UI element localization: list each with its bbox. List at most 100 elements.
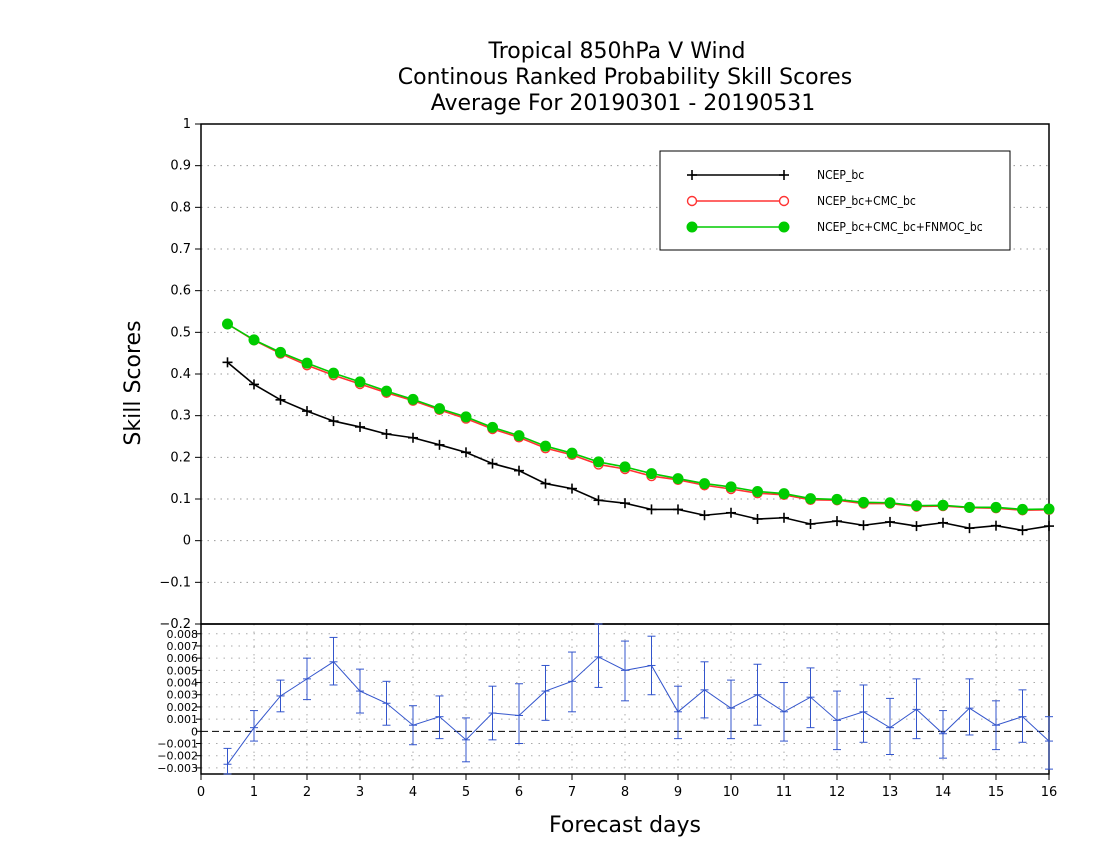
- title-line-3: Average For 20190301 - 20190531: [431, 91, 816, 116]
- series-line: [227, 323, 1050, 512]
- error-bar: [912, 678, 921, 740]
- y-tick-label: 0.001: [167, 713, 199, 726]
- y-tick-label: 0.6: [170, 284, 191, 299]
- data-point: [407, 393, 419, 405]
- y-tick-label: −0.002: [157, 750, 198, 763]
- y-tick-label: −0.003: [157, 762, 198, 775]
- data-point: [434, 439, 445, 450]
- error-bar: [541, 664, 550, 721]
- series-line: [227, 656, 1050, 765]
- data-point: [1044, 521, 1054, 532]
- data-point: [832, 516, 842, 527]
- data-point: [408, 432, 418, 443]
- series-NCEP_bc+CMC_bc: [222, 318, 1055, 516]
- x-tick-label: 13: [882, 785, 899, 800]
- data-point: [752, 514, 763, 524]
- y-tick-label: 0.004: [167, 677, 199, 690]
- error-bar: [250, 710, 258, 742]
- x-tick-label: 6: [515, 785, 523, 800]
- data-point: [487, 458, 498, 469]
- bottom-series: [223, 623, 1053, 775]
- data-point: [1017, 503, 1028, 515]
- data-point: [725, 481, 737, 493]
- y-tick-label: 0.003: [167, 689, 199, 702]
- legend-item-NCEP_bc: NCEP_bc: [687, 168, 864, 182]
- data-point: [301, 357, 313, 369]
- data-point: [991, 520, 1001, 531]
- data-point: [540, 440, 551, 452]
- error-bar: [409, 705, 417, 746]
- data-point: [937, 499, 949, 511]
- error-bar: [382, 680, 391, 726]
- data-point: [646, 504, 657, 515]
- title-line-2: Continous Ranked Probability Skill Score…: [398, 65, 852, 90]
- x-tick-label: 16: [1041, 785, 1058, 800]
- data-point: [779, 512, 789, 523]
- data-point: [620, 498, 630, 509]
- x-tick-label: 4: [409, 785, 417, 800]
- top-y-ticks: −0.2 −0.1 0 0.1 0.2 0.3 0.4 0.5 0.6 0.7 0.8 0.9 1: [159, 117, 201, 632]
- data-point: [514, 465, 524, 476]
- series-NCEP_bc+CMC_bc+FNMOC_bc: [222, 318, 1055, 515]
- legend-marker: [778, 221, 790, 233]
- data-point: [381, 429, 392, 439]
- x-ticks: 0 1 2 3 4 5 6 7 8 9 10 11 12 13 14 15 16: [197, 774, 1057, 800]
- y-tick-label: 0.3: [170, 409, 191, 424]
- series-line: [227, 323, 1050, 511]
- y-tick-label: 0.006: [167, 652, 199, 665]
- legend-label: NCEP_bc+CMC_bc+FNMOC_bc: [817, 220, 983, 234]
- data-point: [461, 447, 471, 458]
- error-bar: [886, 697, 894, 755]
- data-point: [673, 504, 683, 515]
- error-bar: [329, 636, 338, 686]
- chart-title: Tropical 850hPa V Wind Continous Ranked …: [398, 39, 852, 116]
- error-bar: [223, 747, 232, 775]
- y-tick-label: 0.9: [170, 159, 191, 174]
- error-bar: [806, 667, 815, 729]
- data-point: [884, 497, 896, 509]
- data-point: [964, 501, 975, 513]
- y-tick-label: 0.2: [170, 450, 191, 465]
- x-tick-label: 7: [568, 785, 576, 800]
- data-point: [672, 473, 684, 485]
- error-bar: [780, 682, 788, 742]
- error-bar: [939, 710, 947, 759]
- error-bar: [674, 685, 682, 740]
- data-point: [911, 500, 922, 512]
- error-bar: [303, 657, 311, 701]
- data-point: [566, 447, 578, 459]
- data-point: [964, 523, 975, 534]
- legend-marker: [687, 170, 697, 180]
- error-bar: [1045, 716, 1053, 770]
- error-bar: [462, 717, 470, 763]
- legend-item-NCEP_bc+CMC_bc: NCEP_bc+CMC_bc: [686, 194, 916, 208]
- x-tick-label: 0: [197, 785, 205, 800]
- data-point: [354, 376, 366, 388]
- legend-marker: [686, 221, 698, 233]
- top-series: [222, 318, 1055, 536]
- y-tick-label: −0.1: [159, 575, 191, 590]
- legend-item-NCEP_bc+CMC_bc+FNMOC_bc: NCEP_bc+CMC_bc+FNMOC_bc: [686, 220, 983, 234]
- data-point: [328, 367, 339, 379]
- error-bar: [965, 678, 974, 736]
- x-tick-label: 8: [621, 785, 629, 800]
- error-bar: [859, 684, 868, 743]
- data-point: [487, 421, 498, 433]
- error-bar: [727, 679, 735, 740]
- legend-marker: [779, 170, 789, 180]
- y-axis-label: Skill Scores: [121, 320, 146, 445]
- x-tick-label: 12: [829, 785, 846, 800]
- data-point: [990, 501, 1002, 513]
- y-tick-label: 0: [191, 725, 198, 738]
- y-tick-label: 0.005: [167, 664, 199, 677]
- data-point: [699, 510, 710, 521]
- x-tick-label: 5: [462, 785, 470, 800]
- y-tick-label: 0.1: [170, 492, 191, 507]
- error-bar: [435, 695, 444, 740]
- legend: NCEP_bc NCEP_bc+CMC_bc NCEP_bc+CMC_bc+FNMO…: [659, 150, 1011, 251]
- x-tick-label: 1: [250, 785, 258, 800]
- data-point: [805, 493, 816, 505]
- error-bar: [515, 683, 523, 745]
- data-point: [222, 318, 233, 330]
- y-tick-label: −0.001: [157, 738, 198, 751]
